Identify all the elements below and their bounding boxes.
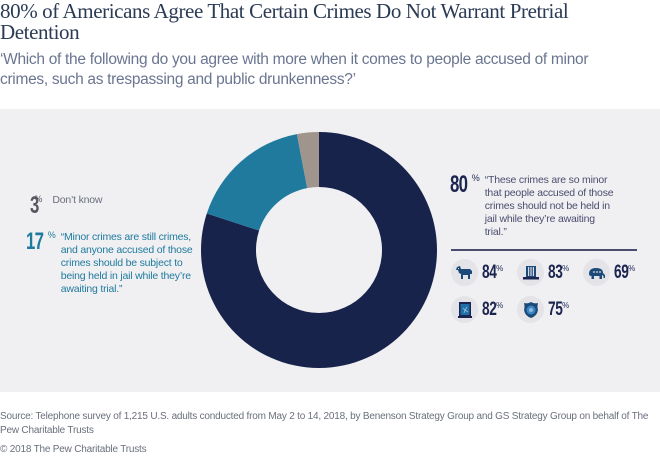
donut-slice-held — [206, 134, 308, 231]
stat-dont-know: 3 % Don’t know — [30, 192, 103, 219]
top-hat-icon — [517, 259, 544, 286]
donkey-icon — [451, 259, 478, 286]
elephant-icon — [583, 259, 610, 286]
stat-held-unit: % — [47, 230, 56, 240]
subgroup-law-enforcement: 75 % — [517, 296, 569, 323]
subgroup-crime-victims-unit: % — [496, 301, 504, 310]
subgroup-republicans-unit: % — [628, 264, 636, 273]
donut-chart — [201, 132, 437, 368]
subgroup-independents: 83 % — [517, 259, 569, 286]
chart-subtitle: ‘Which of the following do you agree wit… — [0, 51, 589, 88]
donut-slice-dont-know — [296, 132, 319, 189]
subgroup-crime-victims-value: 82 — [482, 299, 497, 320]
stat-dont-know-unit: % — [34, 194, 43, 204]
subgroup-democrats-unit: % — [496, 264, 504, 273]
donut-slice-not-held — [201, 132, 437, 368]
subgroup-republicans-value: 69 — [614, 262, 629, 283]
subgroup-law-enforcement-unit: % — [562, 301, 570, 310]
subgroup-democrats-value: 84 — [482, 262, 497, 283]
subgroup-democrats: 84 % — [451, 259, 503, 286]
stat-held: 17 % “Minor crimes are still crimes, and… — [26, 230, 196, 296]
stat-not-held-unit: % — [471, 173, 480, 183]
copyright: © 2018 The Pew Charitable Trusts — [0, 444, 147, 455]
broken-window-icon — [451, 296, 478, 323]
stat-dont-know-label: Don’t know — [52, 194, 103, 206]
stat-dont-know-value: 3 — [30, 192, 39, 219]
chart-title: 80% of Americans Agree That Certain Crim… — [0, 0, 569, 44]
police-badge-icon — [517, 296, 544, 323]
stat-not-held-label: “These crimes are so minor that people a… — [484, 174, 614, 238]
subgroup-crime-victims: 82 % — [451, 296, 503, 323]
subgroup-republicans: 69 % — [583, 259, 635, 286]
stat-held-value: 17 — [26, 228, 44, 255]
subgroup-law-enforcement-value: 75 — [548, 299, 563, 320]
subgroup-independents-value: 83 — [548, 262, 563, 283]
stat-not-held: 80 % “These crimes are so minor that peo… — [450, 173, 615, 239]
stat-not-held-value: 80 — [450, 171, 468, 198]
divider — [451, 249, 637, 251]
stat-held-label: “Minor crimes are still crimes, and anyo… — [60, 231, 193, 295]
source-note: Source: Telephone survey of 1,215 U.S. a… — [0, 411, 649, 436]
subgroup-independents-unit: % — [562, 264, 570, 273]
